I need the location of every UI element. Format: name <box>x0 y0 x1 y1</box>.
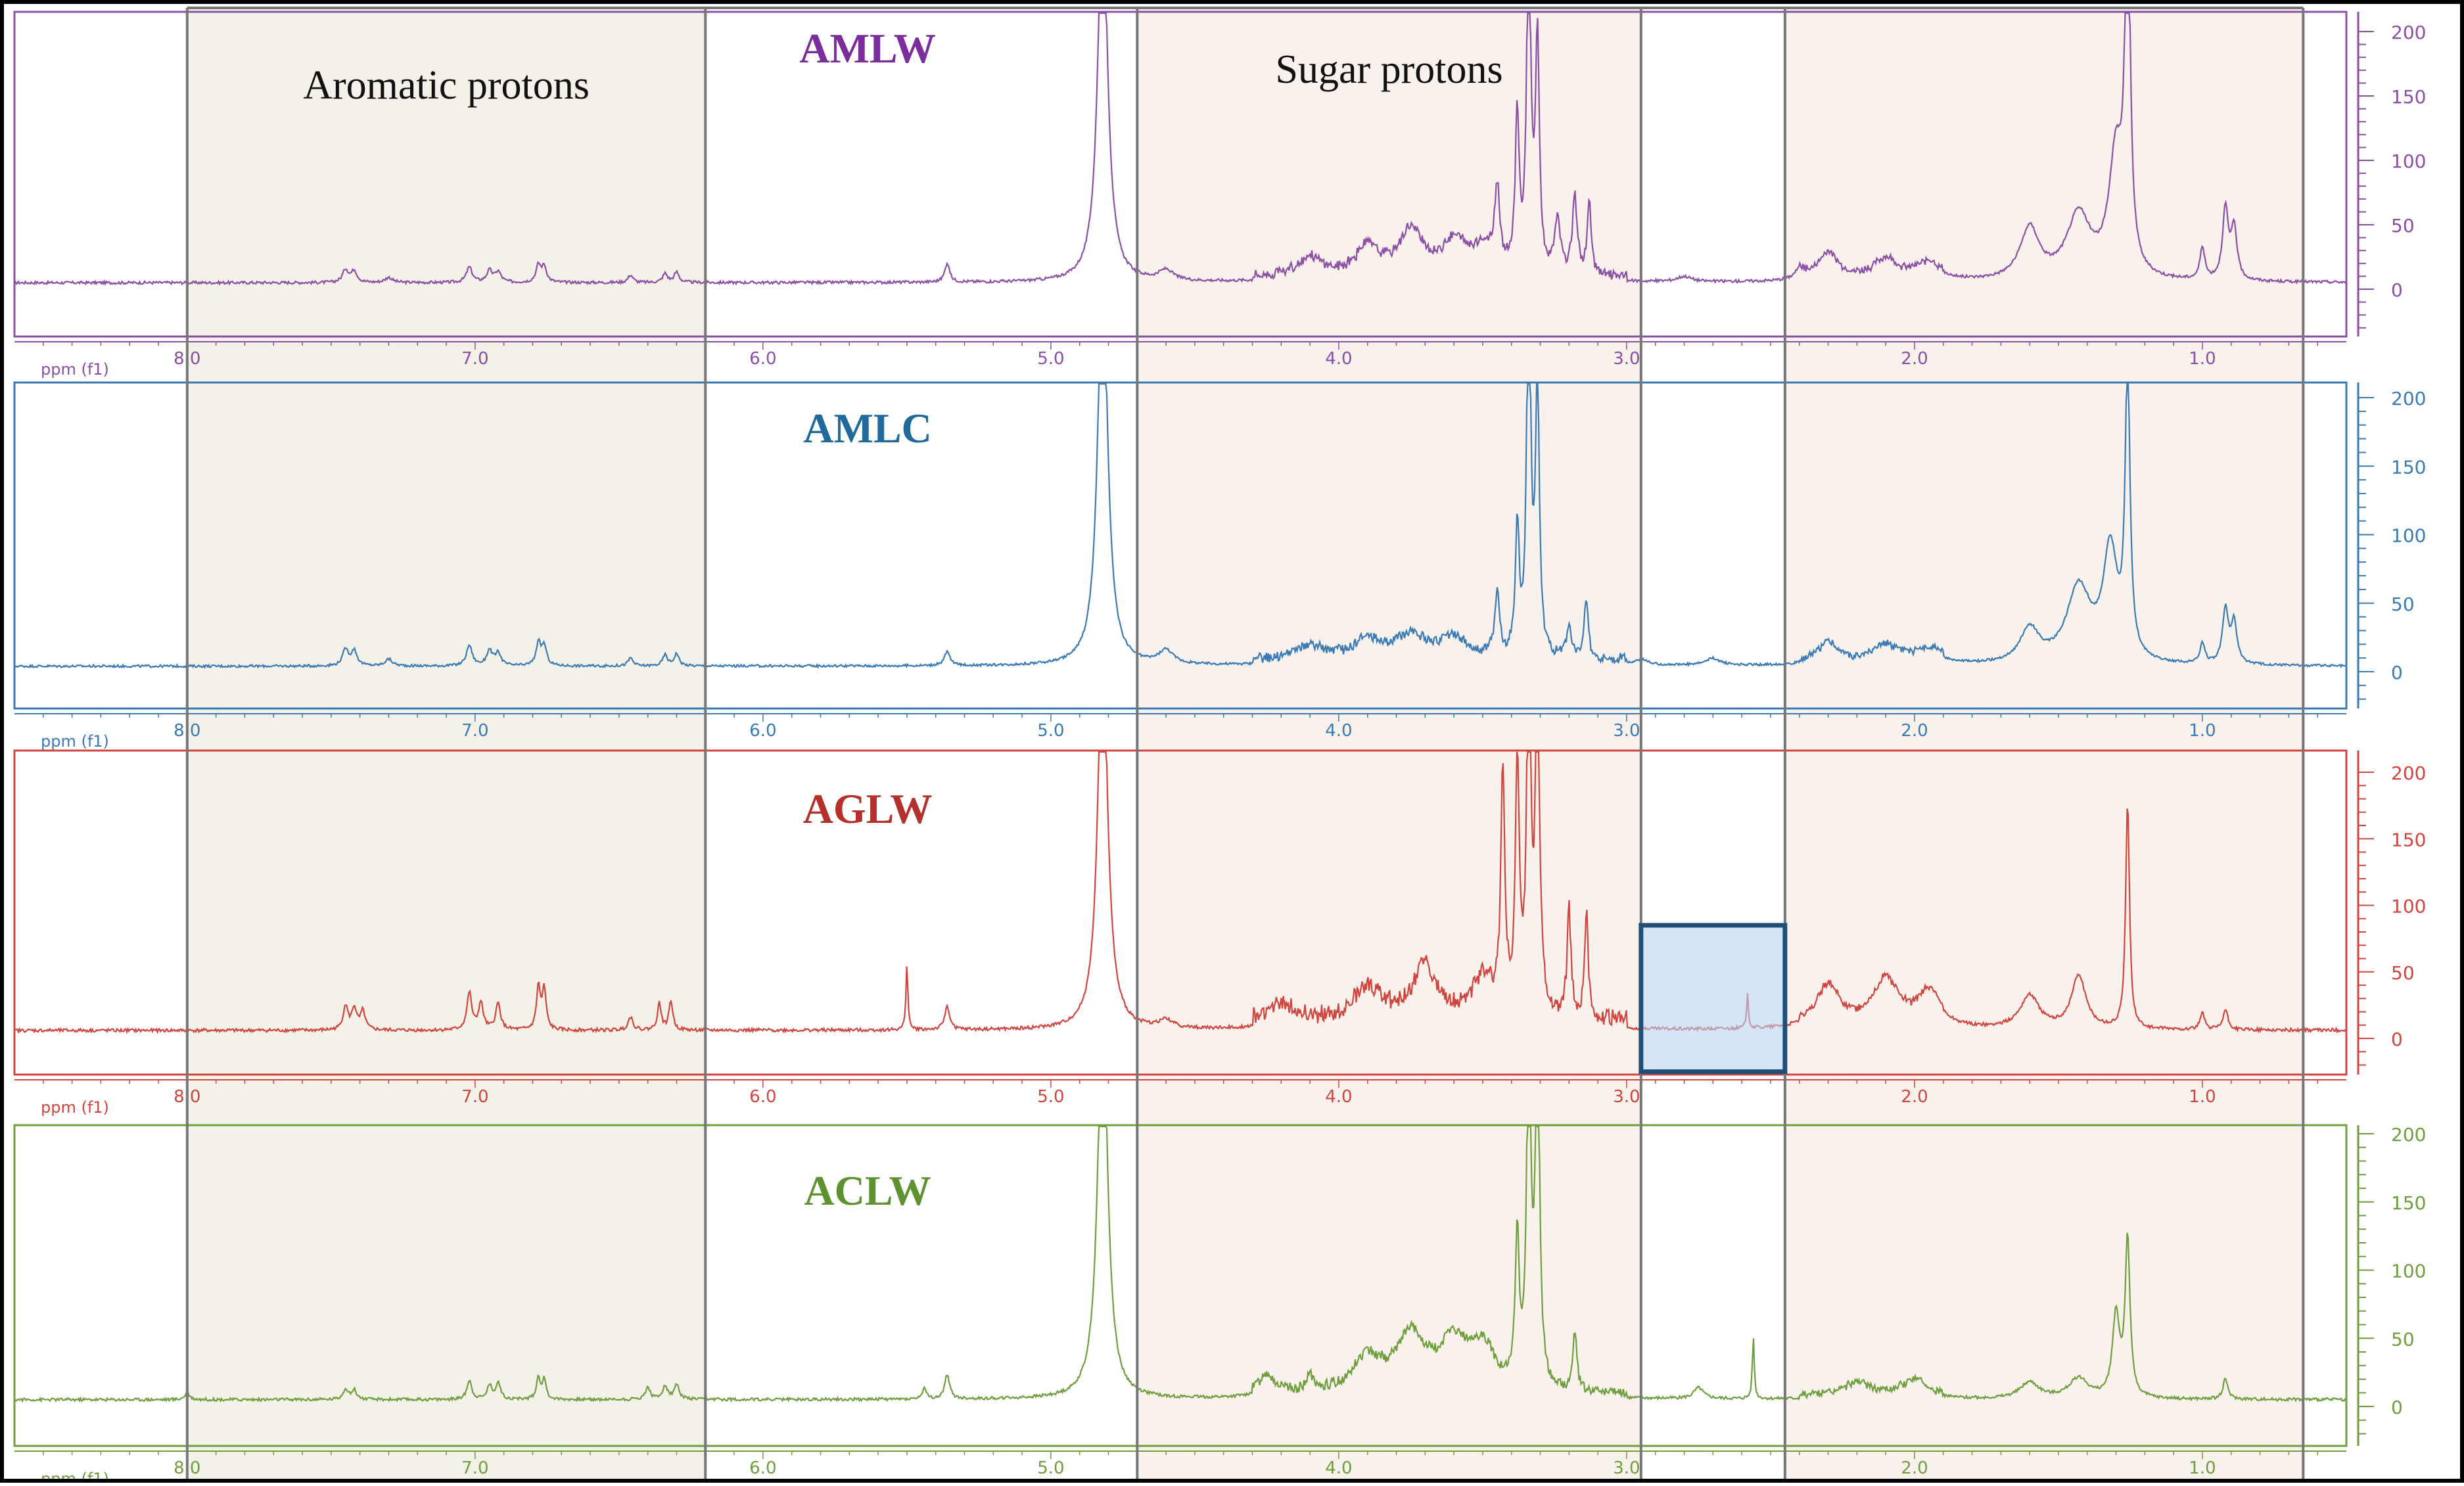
y-tick-label: 200 <box>2391 22 2426 43</box>
x-tick-label: 6.0 <box>749 1087 776 1107</box>
y-tick-label: 0 <box>2391 279 2403 301</box>
panel-aclw: 2001501005008.07.06.05.04.03.02.01.0ppm … <box>13 1124 2426 1486</box>
y-tick-label: 150 <box>2391 1192 2426 1214</box>
x-tick-label: 5.0 <box>1037 349 1064 369</box>
y-tick-label: 100 <box>2391 151 2426 172</box>
x-axis-label: ppm (f1) <box>41 360 109 379</box>
panel-title-aclw: ACLW <box>804 1167 931 1214</box>
region-shade-0 <box>187 8 706 1480</box>
panel-title-aglw: AGLW <box>803 785 933 832</box>
y-tick-label: 150 <box>2391 829 2426 850</box>
panel-title-amlw: AMLW <box>799 25 935 72</box>
y-tick-label: 200 <box>2391 1124 2426 1146</box>
x-tick-label: 4.0 <box>1325 1087 1352 1107</box>
x-tick-label: 1.0 <box>2189 721 2216 741</box>
x-tick-label: 2.0 <box>1901 1458 1928 1478</box>
panel-aglw: 2001501005008.07.06.05.04.03.02.01.0ppm … <box>13 749 2426 1117</box>
x-tick-label: 7.0 <box>461 1458 488 1478</box>
y-tick-label: 50 <box>2391 1328 2415 1350</box>
y-tick-label: 0 <box>2391 1397 2403 1418</box>
x-tick-label: 6.0 <box>749 349 776 369</box>
x-tick-label: 4.0 <box>1325 349 1352 369</box>
region-label-0: Aromatic protons <box>303 63 590 108</box>
x-tick-label: 3.0 <box>1613 721 1640 741</box>
spectrum-line-aclw <box>13 1125 2346 1403</box>
spectrum-line-aglw <box>14 751 2346 1034</box>
panel-frame-aclw <box>13 1124 2348 1447</box>
x-tick-label: 7.0 <box>461 1087 488 1107</box>
x-tick-label: 5.0 <box>1037 1458 1064 1478</box>
region-label-2: Sugar protons <box>1275 47 1502 92</box>
highlight-box <box>1639 923 1788 1075</box>
y-tick-label: 100 <box>2391 525 2426 547</box>
x-tick-label: 6.0 <box>749 1458 776 1478</box>
panel-amlw: 2001501005008.07.06.05.04.03.02.01.0ppm … <box>13 11 2426 379</box>
x-tick-label: 3.0 <box>1613 1458 1640 1478</box>
region-shade-1 <box>705 8 1138 1480</box>
y-tick-label: 150 <box>2391 456 2426 478</box>
panel-amlc: 2001501005008.07.06.05.04.03.02.01.0ppm … <box>13 381 2426 751</box>
x-tick-label: 7.0 <box>461 721 488 741</box>
region-shade-4 <box>1784 8 2304 1480</box>
x-tick-label: 5.0 <box>1037 1087 1064 1107</box>
y-tick-label: 100 <box>2391 896 2426 917</box>
x-axis-label: ppm (f1) <box>41 1098 109 1117</box>
y-tick-label: 50 <box>2391 593 2415 615</box>
y-tick-label: 50 <box>2391 962 2415 984</box>
x-tick-label: 2.0 <box>1901 349 1928 369</box>
x-tick-label: 2.0 <box>1901 1087 1928 1107</box>
y-tick-label: 150 <box>2391 86 2426 108</box>
region-shade-3 <box>1640 8 1785 1480</box>
x-tick-label: 4.0 <box>1325 721 1352 741</box>
x-tick-label: 1.0 <box>2189 1458 2216 1478</box>
x-tick-label: 5.0 <box>1037 721 1064 741</box>
y-tick-label: 200 <box>2391 388 2426 409</box>
x-tick-label: 1.0 <box>2189 1087 2216 1107</box>
spectrum-line-amlc <box>14 383 2347 669</box>
x-tick-label: 4.0 <box>1325 1458 1352 1478</box>
region-shade-2 <box>1137 8 1641 1480</box>
x-axis-label: ppm (f1) <box>41 732 109 751</box>
y-tick-label: 100 <box>2391 1261 2426 1282</box>
x-tick-label: 1.0 <box>2189 349 2216 369</box>
y-tick-label: 0 <box>2391 1029 2403 1050</box>
y-tick-label: 200 <box>2391 762 2426 784</box>
y-tick-label: 0 <box>2391 662 2403 684</box>
panel-frame-amlc <box>13 381 2348 710</box>
panel-title-amlc: AMLC <box>803 405 932 452</box>
x-tick-label: 7.0 <box>461 349 488 369</box>
spectrum-line-amlw <box>14 12 2347 287</box>
panel-frame-aglw <box>13 749 2348 1076</box>
y-tick-label: 50 <box>2391 215 2415 237</box>
x-tick-label: 3.0 <box>1613 1087 1640 1107</box>
panel-frame-amlw <box>13 11 2348 338</box>
x-tick-label: 2.0 <box>1901 721 1928 741</box>
x-tick-label: 3.0 <box>1613 349 1640 369</box>
x-tick-label: 6.0 <box>749 721 776 741</box>
